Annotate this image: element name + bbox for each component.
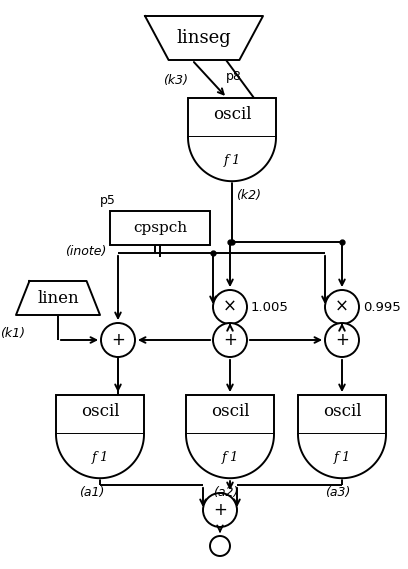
FancyBboxPatch shape [56, 395, 144, 434]
Text: f 1: f 1 [222, 451, 239, 464]
Text: 1.005: 1.005 [251, 300, 289, 314]
Text: 0.995: 0.995 [363, 300, 401, 314]
Text: f 1: f 1 [91, 451, 109, 464]
Circle shape [325, 323, 359, 357]
Text: (a3): (a3) [325, 486, 351, 499]
Text: (k3): (k3) [164, 74, 188, 87]
Text: linen: linen [37, 290, 79, 307]
Circle shape [213, 290, 247, 324]
FancyBboxPatch shape [110, 211, 210, 245]
Polygon shape [145, 16, 263, 60]
Circle shape [213, 323, 247, 357]
Text: oscil: oscil [323, 403, 361, 420]
Circle shape [325, 290, 359, 324]
Polygon shape [16, 281, 100, 315]
Text: (a2): (a2) [213, 486, 239, 499]
Text: +: + [213, 501, 227, 519]
Text: +: + [335, 331, 349, 349]
Text: oscil: oscil [211, 403, 249, 420]
FancyBboxPatch shape [186, 395, 274, 434]
Text: linseg: linseg [177, 29, 231, 47]
FancyBboxPatch shape [298, 395, 386, 434]
Text: p8: p8 [226, 70, 242, 83]
Circle shape [203, 493, 237, 527]
Text: f 1: f 1 [223, 154, 241, 167]
Text: ×: × [223, 298, 237, 316]
Text: p5: p5 [100, 194, 116, 207]
Text: oscil: oscil [81, 403, 119, 420]
Text: ×: × [335, 298, 349, 316]
Text: f 1: f 1 [333, 451, 350, 464]
Text: (inote): (inote) [64, 245, 106, 258]
Text: cpspch: cpspch [133, 221, 187, 235]
Text: (a1): (a1) [79, 486, 105, 499]
Circle shape [101, 323, 135, 357]
Text: +: + [111, 331, 125, 349]
Text: (k2): (k2) [236, 189, 261, 202]
Text: (k1): (k1) [0, 327, 25, 340]
FancyBboxPatch shape [188, 98, 276, 137]
Circle shape [210, 536, 230, 556]
Text: +: + [223, 331, 237, 349]
Text: oscil: oscil [213, 106, 251, 123]
